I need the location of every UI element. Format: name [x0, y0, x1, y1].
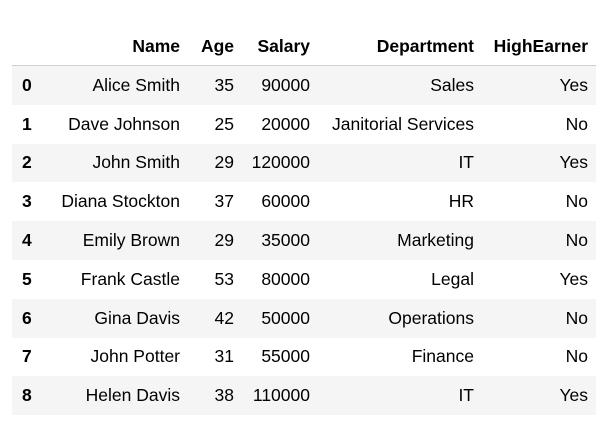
cell-salary: 80000 [261, 268, 310, 289]
header-salary: Salary [242, 27, 318, 66]
cell-department: Finance [411, 346, 474, 367]
cell-name: John Potter [90, 346, 181, 367]
cell-name: Alice Smith [92, 74, 180, 95]
cell-department: Sales [430, 74, 474, 95]
cell-department: Marketing [397, 230, 474, 251]
cell-highearner: Yes [559, 268, 588, 289]
table-row: 2 John Smith 29 120000 IT Yes [12, 143, 596, 183]
cell-age: 25 [214, 113, 234, 134]
table-row: 0 Alice Smith 35 90000 Sales Yes [12, 65, 596, 105]
cell-department: IT [458, 152, 474, 173]
cell-age: 38 [214, 385, 234, 406]
cell-salary: 120000 [251, 152, 310, 173]
cell-highearner: Yes [559, 74, 588, 95]
cell-salary: 110000 [252, 385, 310, 406]
cell-age: 35 [214, 74, 234, 95]
table-row: 8 Helen Davis 38 110000 IT Yes [12, 376, 596, 416]
cell-department: Legal [431, 268, 474, 289]
row-index: 6 [22, 307, 32, 328]
cell-salary: 90000 [261, 74, 310, 95]
row-index: 3 [22, 191, 32, 212]
table-row: 4 Emily Brown 29 35000 Marketing No [12, 221, 596, 260]
cell-name: Dave Johnson [68, 113, 180, 134]
row-index: 4 [22, 230, 32, 251]
cell-highearner: Yes [559, 152, 588, 173]
cell-highearner: No [565, 307, 588, 328]
table-row: 7 John Potter 31 55000 Finance No [12, 337, 596, 377]
table-row: 3 Diana Stockton 37 60000 HR No [12, 182, 596, 222]
dataframe-container: Name Age Salary Department HighEarner 0 … [12, 27, 596, 416]
cell-salary: 35000 [261, 230, 310, 251]
header-index [12, 27, 50, 66]
header-highearner: HighEarner [482, 27, 596, 66]
row-index: 1 [22, 113, 32, 134]
cell-highearner: No [565, 230, 588, 251]
cell-department: HR [448, 191, 474, 212]
table-header: Name Age Salary Department HighEarner [12, 27, 596, 66]
table-row: 5 Frank Castle 53 80000 Legal Yes [12, 259, 596, 299]
cell-department: Janitorial Services [332, 113, 474, 134]
cell-age: 31 [214, 346, 234, 367]
cell-age: 29 [214, 152, 234, 173]
cell-department: IT [458, 385, 474, 406]
row-index: 0 [22, 74, 32, 95]
row-index: 2 [22, 152, 32, 173]
cell-highearner: Yes [559, 385, 588, 406]
cell-name: Frank Castle [80, 268, 180, 289]
cell-name: John Smith [92, 152, 180, 173]
table-body: 0 Alice Smith 35 90000 Sales Yes 1 Dave … [12, 65, 596, 416]
cell-name: Emily Brown [82, 230, 180, 251]
cell-salary: 50000 [261, 307, 310, 328]
header-department: Department [318, 27, 482, 66]
cell-highearner: No [565, 346, 588, 367]
cell-highearner: No [565, 191, 588, 212]
dataframe-table: Name Age Salary Department HighEarner 0 … [12, 27, 596, 416]
row-index: 8 [22, 385, 32, 406]
cell-department: Operations [388, 307, 474, 328]
cell-name: Gina Davis [94, 307, 180, 328]
cell-name: Diana Stockton [61, 191, 180, 212]
cell-age: 37 [214, 191, 234, 212]
cell-salary: 60000 [261, 191, 310, 212]
cell-age: 42 [214, 307, 234, 328]
cell-salary: 20000 [261, 113, 310, 134]
cell-name: Helen Davis [85, 385, 180, 406]
header-row: Name Age Salary Department HighEarner [12, 27, 596, 66]
cell-highearner: No [565, 113, 588, 134]
cell-age: 53 [214, 268, 234, 289]
table-row: 6 Gina Davis 42 50000 Operations No [12, 298, 596, 338]
row-index: 5 [22, 268, 32, 289]
row-index: 7 [22, 346, 32, 367]
cell-salary: 55000 [261, 346, 310, 367]
table-row: 1 Dave Johnson 25 20000 Janitorial Servi… [12, 104, 596, 144]
header-name: Name [50, 27, 188, 66]
header-age: Age [188, 27, 242, 66]
cell-age: 29 [214, 230, 234, 251]
